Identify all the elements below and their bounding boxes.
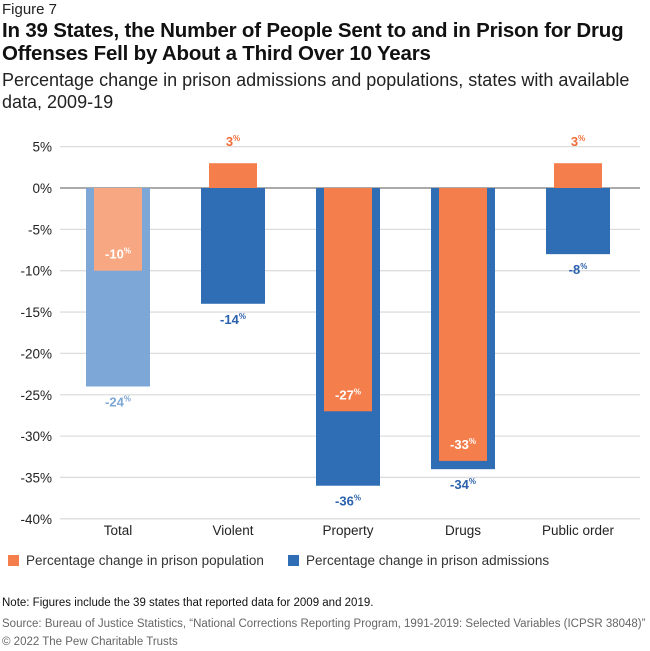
legend-swatch-blue [288,555,299,566]
note: Note: Figures include the 39 states that… [2,597,374,609]
data-label-admissions: -34% [450,477,476,492]
x-tick-label: Drugs [445,523,481,538]
bar-admissions-violent [201,188,265,304]
copyright: © 2022 The Pew Charitable Trusts [2,636,178,648]
legend-label: Percentage change in prison admissions [306,553,550,568]
chart-subtitle: Percentage change in prison admissions a… [2,70,630,112]
source: Source: Bureau of Justice Statistics, “N… [2,618,646,630]
y-tick-label: -35% [20,470,52,485]
y-tick-label: -5% [28,222,52,237]
y-tick-label: -15% [20,305,52,320]
data-label-admissions: -24% [105,394,131,409]
y-tick-label: -40% [20,512,52,527]
data-label-admissions: -8% [569,262,588,277]
bar-population-drugs [439,188,487,461]
x-tick-label: Violent [212,523,253,538]
figure-label: Figure 7 [2,1,58,18]
bar-population-public-order [554,163,602,188]
x-tick-label: Property [322,523,373,538]
bar-admissions-public-order [546,188,610,255]
legend-swatch-orange [8,555,19,566]
legend-item-admissions: Percentage change in prison admissions [288,553,549,568]
y-tick-label: -10% [20,264,52,279]
chart-title: In 39 States, the Number of People Sent … [2,19,624,65]
data-label-admissions: -36% [335,494,361,509]
x-tick-label: Public order [542,523,615,538]
bar-population-property [324,188,372,412]
bar-population-violent [209,163,257,188]
y-tick-label: 5% [32,140,52,155]
data-label-admissions: -14% [220,312,246,327]
x-tick-label: Total [104,523,133,538]
legend-label: Percentage change in prison population [26,553,264,568]
y-tick-label: -25% [20,388,52,403]
legend-item-population: Percentage change in prison population [8,553,264,568]
y-tick-label: 0% [32,181,52,196]
y-tick-label: -20% [20,346,52,361]
y-tick-label: -30% [20,429,52,444]
bar-population-total [94,188,142,271]
